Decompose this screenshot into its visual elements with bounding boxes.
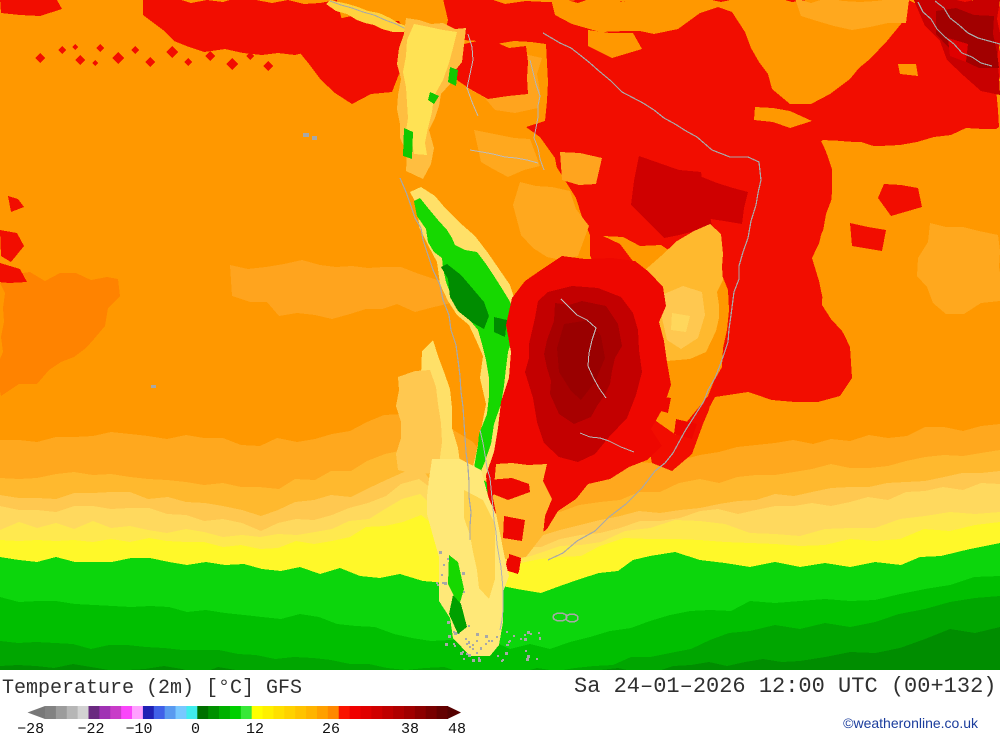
svg-text:−28: −28 xyxy=(17,721,44,733)
svg-text:−22: −22 xyxy=(77,721,104,733)
svg-text:38: 38 xyxy=(401,721,419,733)
svg-text:26: 26 xyxy=(322,721,340,733)
svg-text:−10: −10 xyxy=(125,721,152,733)
svg-text:0: 0 xyxy=(191,721,200,733)
svg-text:48: 48 xyxy=(448,721,466,733)
svg-text:12: 12 xyxy=(246,721,264,733)
